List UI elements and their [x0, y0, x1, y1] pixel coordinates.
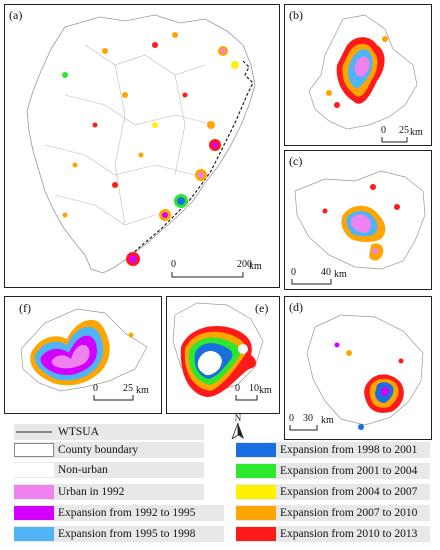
scale-e-max: 10 — [249, 383, 259, 394]
north-arrow: N — [226, 414, 250, 440]
legend-swatch — [14, 527, 54, 541]
scale-bar-c: 0 40 km — [291, 267, 351, 285]
county-boundaries — [44, 44, 216, 226]
legend: WTSUA County boundary Non-urban Urban in… — [14, 422, 430, 546]
scale-e-zero: 0 — [235, 383, 240, 394]
scale-b-unit: km — [410, 127, 423, 138]
legend-label: Urban in 1992 — [58, 486, 125, 498]
legend-label: Expansion from 1992 to 1995 — [58, 507, 196, 519]
map-c-drawing — [294, 170, 426, 270]
legend-label: Expansion from 1995 to 1998 — [58, 528, 196, 540]
map-panel-f: (f) 0 25 km — [4, 296, 162, 414]
legend-swatch — [236, 464, 276, 478]
legend-line-swatch — [16, 431, 52, 433]
panel-label-b: (b) — [289, 8, 303, 22]
legend-swatch — [14, 506, 54, 520]
map-f-drawing — [20, 308, 148, 392]
map-a-drawing — [26, 14, 256, 274]
scale-d-zero: 0 — [289, 413, 294, 424]
scale-bar-d: 0 30 km — [289, 413, 345, 431]
legend-swatch — [236, 485, 276, 499]
legend-item-2004-2007: Expansion from 2004 to 2007 — [236, 484, 430, 500]
scale-b-max: 25 — [399, 125, 409, 136]
coastline-islands — [132, 60, 254, 254]
scale-a-unit: km — [249, 261, 262, 272]
legend-label: Expansion from 2004 to 2007 — [280, 486, 418, 498]
legend-item-2010-2013: Expansion from 2010 to 2013 — [236, 526, 430, 542]
map-panel-e: (e) 0 10 km — [166, 296, 280, 414]
legend-item-urban-1992: Urban in 1992 — [14, 484, 204, 500]
legend-item-non-urban: Non-urban — [14, 462, 204, 478]
map-panel-b: (b) 0 25 km — [284, 4, 432, 146]
scale-a-max: 200 — [237, 259, 252, 270]
legend-label: Expansion from 2007 to 2010 — [280, 507, 418, 519]
scale-f-unit: km — [136, 385, 149, 396]
scale-c-zero: 0 — [291, 267, 296, 278]
legend-item-2007-2010: Expansion from 2007 to 2010 — [236, 505, 430, 521]
scale-a-zero: 0 — [171, 259, 176, 270]
panel-label-c: (c) — [289, 154, 303, 168]
scale-bar-e: 0 10 km — [235, 383, 279, 401]
legend-label: WTSUA — [58, 426, 99, 438]
map-d-drawing — [306, 314, 424, 430]
scale-c-unit: km — [334, 269, 347, 280]
north-arrow-label: N — [234, 413, 242, 423]
map-b-drawing — [308, 14, 418, 130]
scale-b-zero: 0 — [381, 125, 386, 136]
legend-item-1995-1998: Expansion from 1995 to 1998 — [14, 526, 224, 542]
legend-item-county-boundary: County boundary — [14, 442, 204, 458]
scale-d-unit: km — [321, 415, 334, 426]
legend-item-wtsua: WTSUA — [14, 424, 204, 440]
legend-item-2001-2004: Expansion from 2001 to 2004 — [236, 463, 430, 479]
north-arrow-icon — [231, 423, 244, 439]
scale-d-max: 30 — [303, 413, 313, 424]
legend-label: Expansion from 2001 to 2004 — [280, 465, 418, 477]
legend-label: Expansion from 1998 to 2001 — [280, 444, 418, 456]
map-panel-c: (c) 0 40 km — [284, 150, 432, 290]
scale-bar-a: 0 200 km — [171, 259, 263, 278]
legend-swatch — [236, 527, 276, 541]
panel-label-f: (f) — [19, 301, 31, 315]
scale-bar-f: 0 25 km — [93, 383, 155, 401]
legend-swatch — [236, 443, 276, 457]
legend-item-1998-2001: Expansion from 1998 to 2001 — [236, 442, 430, 458]
map-panel-d: (d) 0 30 km — [284, 296, 432, 440]
legend-label: Expansion from 2010 to 2013 — [280, 528, 418, 540]
legend-swatch — [14, 443, 54, 457]
legend-item-1992-1995: Expansion from 1992 to 1995 — [14, 505, 224, 521]
panel-label-e: (e) — [255, 301, 269, 315]
map-e-drawing — [172, 302, 264, 397]
legend-label: Non-urban — [58, 464, 108, 476]
scale-e-unit: km — [259, 385, 272, 396]
province-outline — [26, 14, 256, 274]
panel-label-d: (d) — [289, 300, 303, 314]
map-panel-a: (a) 0 200 km — [4, 4, 280, 288]
urban-patches — [62, 32, 239, 266]
legend-swatch — [14, 485, 54, 499]
scale-c-max: 40 — [321, 267, 331, 278]
scale-f-max: 25 — [123, 383, 133, 394]
panel-label-a: (a) — [9, 8, 23, 22]
legend-label: County boundary — [58, 444, 139, 456]
scale-f-zero: 0 — [93, 383, 98, 394]
legend-swatch — [236, 506, 276, 520]
scale-bar-b: 0 25 km — [381, 125, 431, 143]
legend-swatch — [14, 463, 54, 477]
